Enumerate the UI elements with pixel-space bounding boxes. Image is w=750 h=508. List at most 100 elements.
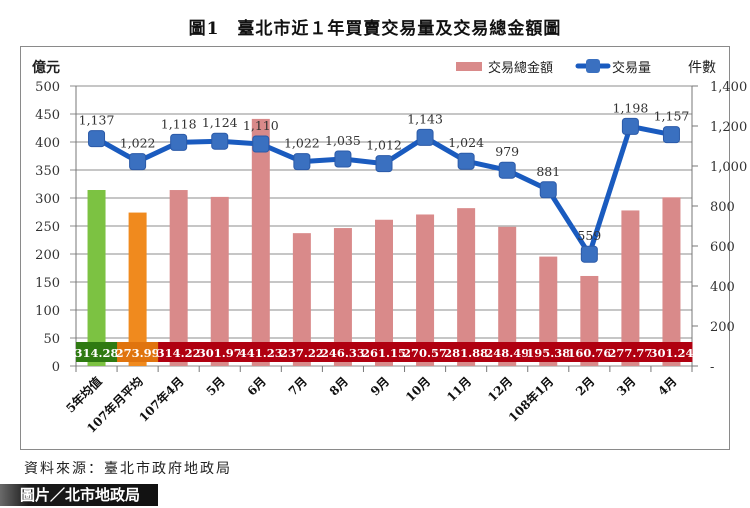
line-marker — [498, 161, 516, 179]
x-category-label: 108年1月 — [505, 374, 556, 425]
bar-value-cell — [199, 342, 241, 362]
bar-value-label: 301.24 — [649, 346, 693, 360]
bar-value-label: 270.57 — [403, 346, 447, 360]
x-category-label: 107年4月 — [136, 374, 187, 425]
bar-value-label: 246.33 — [321, 346, 365, 360]
bar-total-amount — [87, 190, 106, 366]
x-category-label: 6月 — [245, 374, 269, 398]
y-tick-label: 0 — [52, 360, 60, 375]
bar-total-amount — [333, 228, 352, 366]
bar-total-amount — [251, 118, 270, 367]
x-category-label: 8月 — [327, 374, 351, 398]
line-value-label: 1,198 — [613, 100, 649, 115]
bar-value-label: 277.77 — [608, 346, 652, 360]
photo-credit: 圖片／北市地政局 — [0, 484, 158, 506]
line-value-label: 1,124 — [202, 115, 238, 130]
line-marker — [88, 130, 106, 148]
x-category-label: 10月 — [403, 374, 433, 404]
legend-bar-swatch — [456, 62, 482, 71]
bar-total-amount — [498, 226, 517, 366]
bar-value-cell — [609, 342, 652, 362]
legend-marker-swatch — [586, 59, 600, 73]
bar-total-amount — [539, 256, 558, 366]
y2-tick-label: 400 — [710, 280, 735, 295]
bar-value-cell — [404, 342, 447, 362]
bar-value-cell — [486, 342, 529, 362]
x-category-label: 2月 — [573, 374, 597, 398]
x-category-label: 9月 — [368, 374, 392, 398]
y-tick-label: 500 — [35, 80, 60, 95]
data-source-note: 資料來源：臺北市政府地政局 — [24, 461, 232, 477]
legend-label-amount: 交易總金額 — [488, 60, 553, 76]
line-value-label: 979 — [495, 144, 519, 159]
y2-tick-label: 1,000 — [710, 160, 747, 175]
line-value-label: 1,118 — [161, 116, 197, 131]
x-category-label: 5月 — [204, 374, 228, 398]
line-value-label: 559 — [577, 228, 601, 243]
y2-tick-label: 800 — [710, 200, 735, 215]
bar-value-label: 314.28 — [75, 346, 119, 360]
bar-total-amount — [210, 196, 229, 366]
bar-value-cell — [117, 342, 159, 362]
y2-tick-label: - — [710, 360, 714, 375]
line-value-label: 1,137 — [79, 113, 115, 128]
bar-value-cell — [158, 342, 200, 362]
bar-total-amount — [621, 210, 640, 366]
y2-tick-label: 1,200 — [710, 120, 747, 135]
bar-value-cell — [281, 342, 323, 362]
line-marker — [580, 245, 598, 263]
bar-value-label: 314.22 — [157, 346, 201, 360]
line-marker — [662, 126, 680, 144]
x-category-label: 4月 — [655, 374, 679, 398]
line-marker — [170, 133, 188, 151]
bar-value-cell — [568, 342, 611, 362]
bar-total-amount — [128, 212, 147, 366]
line-value-label: 1,024 — [448, 135, 484, 150]
x-category-label: 5年均值 — [63, 374, 105, 416]
line-marker — [621, 117, 639, 135]
line-value-label: 1,157 — [654, 109, 690, 124]
bar-value-cell — [322, 342, 364, 362]
bar-value-label: 301.97 — [198, 346, 242, 360]
y2-tick-label: 600 — [710, 240, 735, 255]
bar-value-cell — [650, 342, 693, 362]
bar-value-label: 160.76 — [567, 346, 611, 360]
bar-total-amount — [662, 197, 681, 366]
line-marker — [375, 155, 393, 173]
bar-total-amount — [457, 208, 476, 366]
line-value-label: 881 — [536, 164, 560, 179]
bar-total-amount — [292, 233, 311, 366]
bar-value-cell — [527, 342, 570, 362]
line-value-label: 1,110 — [243, 118, 279, 133]
y-tick-label: 400 — [35, 136, 60, 151]
x-category-label: 12月 — [485, 374, 515, 404]
line-value-label: 1,022 — [120, 136, 156, 151]
x-category-label: 3月 — [614, 374, 638, 398]
y-axis-title: 億元 — [32, 59, 60, 76]
bar-value-label: 281.88 — [444, 346, 488, 360]
line-marker — [416, 128, 434, 146]
line-marker — [129, 153, 147, 171]
bar-total-amount — [416, 214, 435, 366]
y-tick-label: 250 — [35, 220, 60, 235]
bar-value-cell — [363, 342, 406, 362]
line-marker — [293, 153, 311, 171]
bar-value-label: 261.15 — [362, 346, 406, 360]
y-tick-label: 100 — [35, 304, 60, 319]
bar-total-amount — [375, 219, 393, 366]
bar-value-label: 273.99 — [116, 346, 160, 360]
y2-tick-label: 200 — [710, 320, 735, 335]
line-value-label: 1,012 — [366, 138, 402, 153]
legend-label-volume: 交易量 — [612, 60, 651, 76]
bar-value-label: 248.49 — [485, 346, 529, 360]
bar-value-label: 237.22 — [280, 346, 324, 360]
y-tick-label: 350 — [35, 164, 60, 179]
x-category-label: 7月 — [286, 374, 310, 398]
line-value-label: 1,035 — [325, 133, 361, 148]
bar-value-cell — [240, 342, 282, 362]
line-marker — [211, 132, 229, 150]
bar-value-cell — [76, 342, 118, 362]
y2-axis-title: 件數 — [688, 60, 716, 76]
y-tick-label: 300 — [35, 192, 60, 207]
